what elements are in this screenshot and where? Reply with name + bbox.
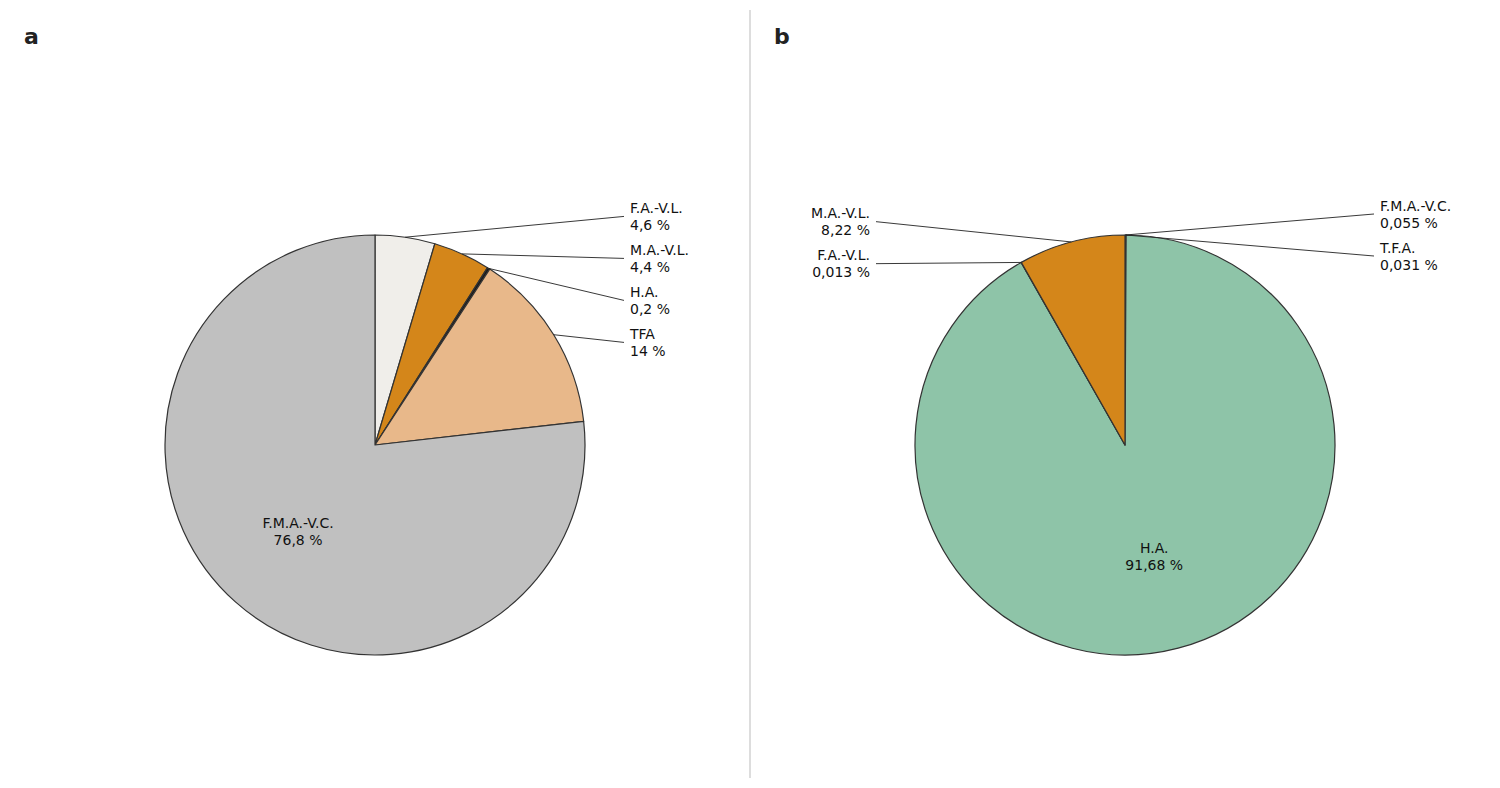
leader-line	[876, 222, 1071, 242]
value-label: 4,6 %	[630, 217, 670, 233]
value-label: 14 %	[630, 343, 666, 359]
leader-line	[1126, 235, 1374, 256]
value-label: 8,22 %	[821, 222, 870, 238]
category-name: F.M.A.-V.C.	[1380, 198, 1451, 214]
slice-label: M.A.-V.L.4,4 %	[630, 242, 689, 275]
category-name: H.A.	[630, 284, 659, 300]
leader-line	[489, 268, 624, 300]
slice-label: H.A.0,2 %	[630, 284, 670, 317]
category-name: H.A.	[1140, 540, 1169, 556]
value-label: 91,68 %	[1125, 557, 1183, 573]
value-label: 76,8 %	[274, 532, 323, 548]
category-name: TFA	[629, 326, 655, 342]
value-label: 0,031 %	[1380, 257, 1438, 273]
slice-label: M.A.-V.L.8,22 %	[811, 205, 870, 238]
slice-label: H.A.91,68 %	[1125, 540, 1183, 573]
pie-wedge	[1021, 235, 1125, 445]
leader-line	[554, 335, 624, 343]
value-label: 0,013 %	[812, 264, 870, 280]
category-name: F.A.-V.L.	[817, 247, 870, 263]
category-name: F.A.-V.L.	[630, 200, 683, 216]
wedges	[915, 235, 1335, 655]
slice-label: T.F.A.0,031 %	[1379, 240, 1438, 273]
slice-label: TFA14 %	[629, 326, 666, 359]
labels: F.M.A.-V.C.76,8 % F.A.-V.L.4,6 % M.A.-V.L.…	[262, 200, 689, 548]
category-name: T.F.A.	[1379, 240, 1415, 256]
panel-divider	[750, 10, 751, 778]
leader-line	[1125, 214, 1374, 235]
slice-label: F.A.-V.L.0,013 %	[812, 247, 870, 280]
figure: aF.M.A.-V.C.76,8 %F.A.-V.L.4,6 %M.A.-V.L…	[0, 0, 1500, 788]
labels: H.A.91,68 % F.M.A.-V.C.0,055 % T.F.A.0,031…	[811, 198, 1451, 574]
slice-label: F.M.A.-V.C.0,055 %	[1380, 198, 1451, 231]
pie-wedge	[375, 269, 584, 445]
category-name: M.A.-V.L.	[630, 242, 689, 258]
leader-line	[462, 254, 624, 259]
value-label: 0,2 %	[630, 301, 670, 317]
leader-line	[405, 216, 624, 237]
leader-line	[876, 262, 1021, 263]
pie-chart: b H.A.91,68 % F.M.A.-V.C.0,055 % T.F.A.0,03…	[774, 24, 1451, 655]
pie-wedge	[915, 235, 1335, 655]
wedges	[165, 235, 585, 655]
panel-title: a	[24, 24, 39, 49]
pie-wedge	[165, 235, 585, 655]
slice-label: F.M.A.-V.C.76,8 %	[262, 515, 333, 548]
category-name: F.M.A.-V.C.	[262, 515, 333, 531]
category-name: M.A.-V.L.	[811, 205, 870, 221]
value-label: 0,055 %	[1380, 215, 1438, 231]
panel-title: b	[774, 24, 790, 49]
value-label: 4,4 %	[630, 259, 670, 275]
slice-label: F.A.-V.L.4,6 %	[630, 200, 683, 233]
pie-chart: a F.M.A.-V.C.76,8 % F.A.-V.L.4,6 % M.A.-V.L…	[24, 24, 689, 655]
